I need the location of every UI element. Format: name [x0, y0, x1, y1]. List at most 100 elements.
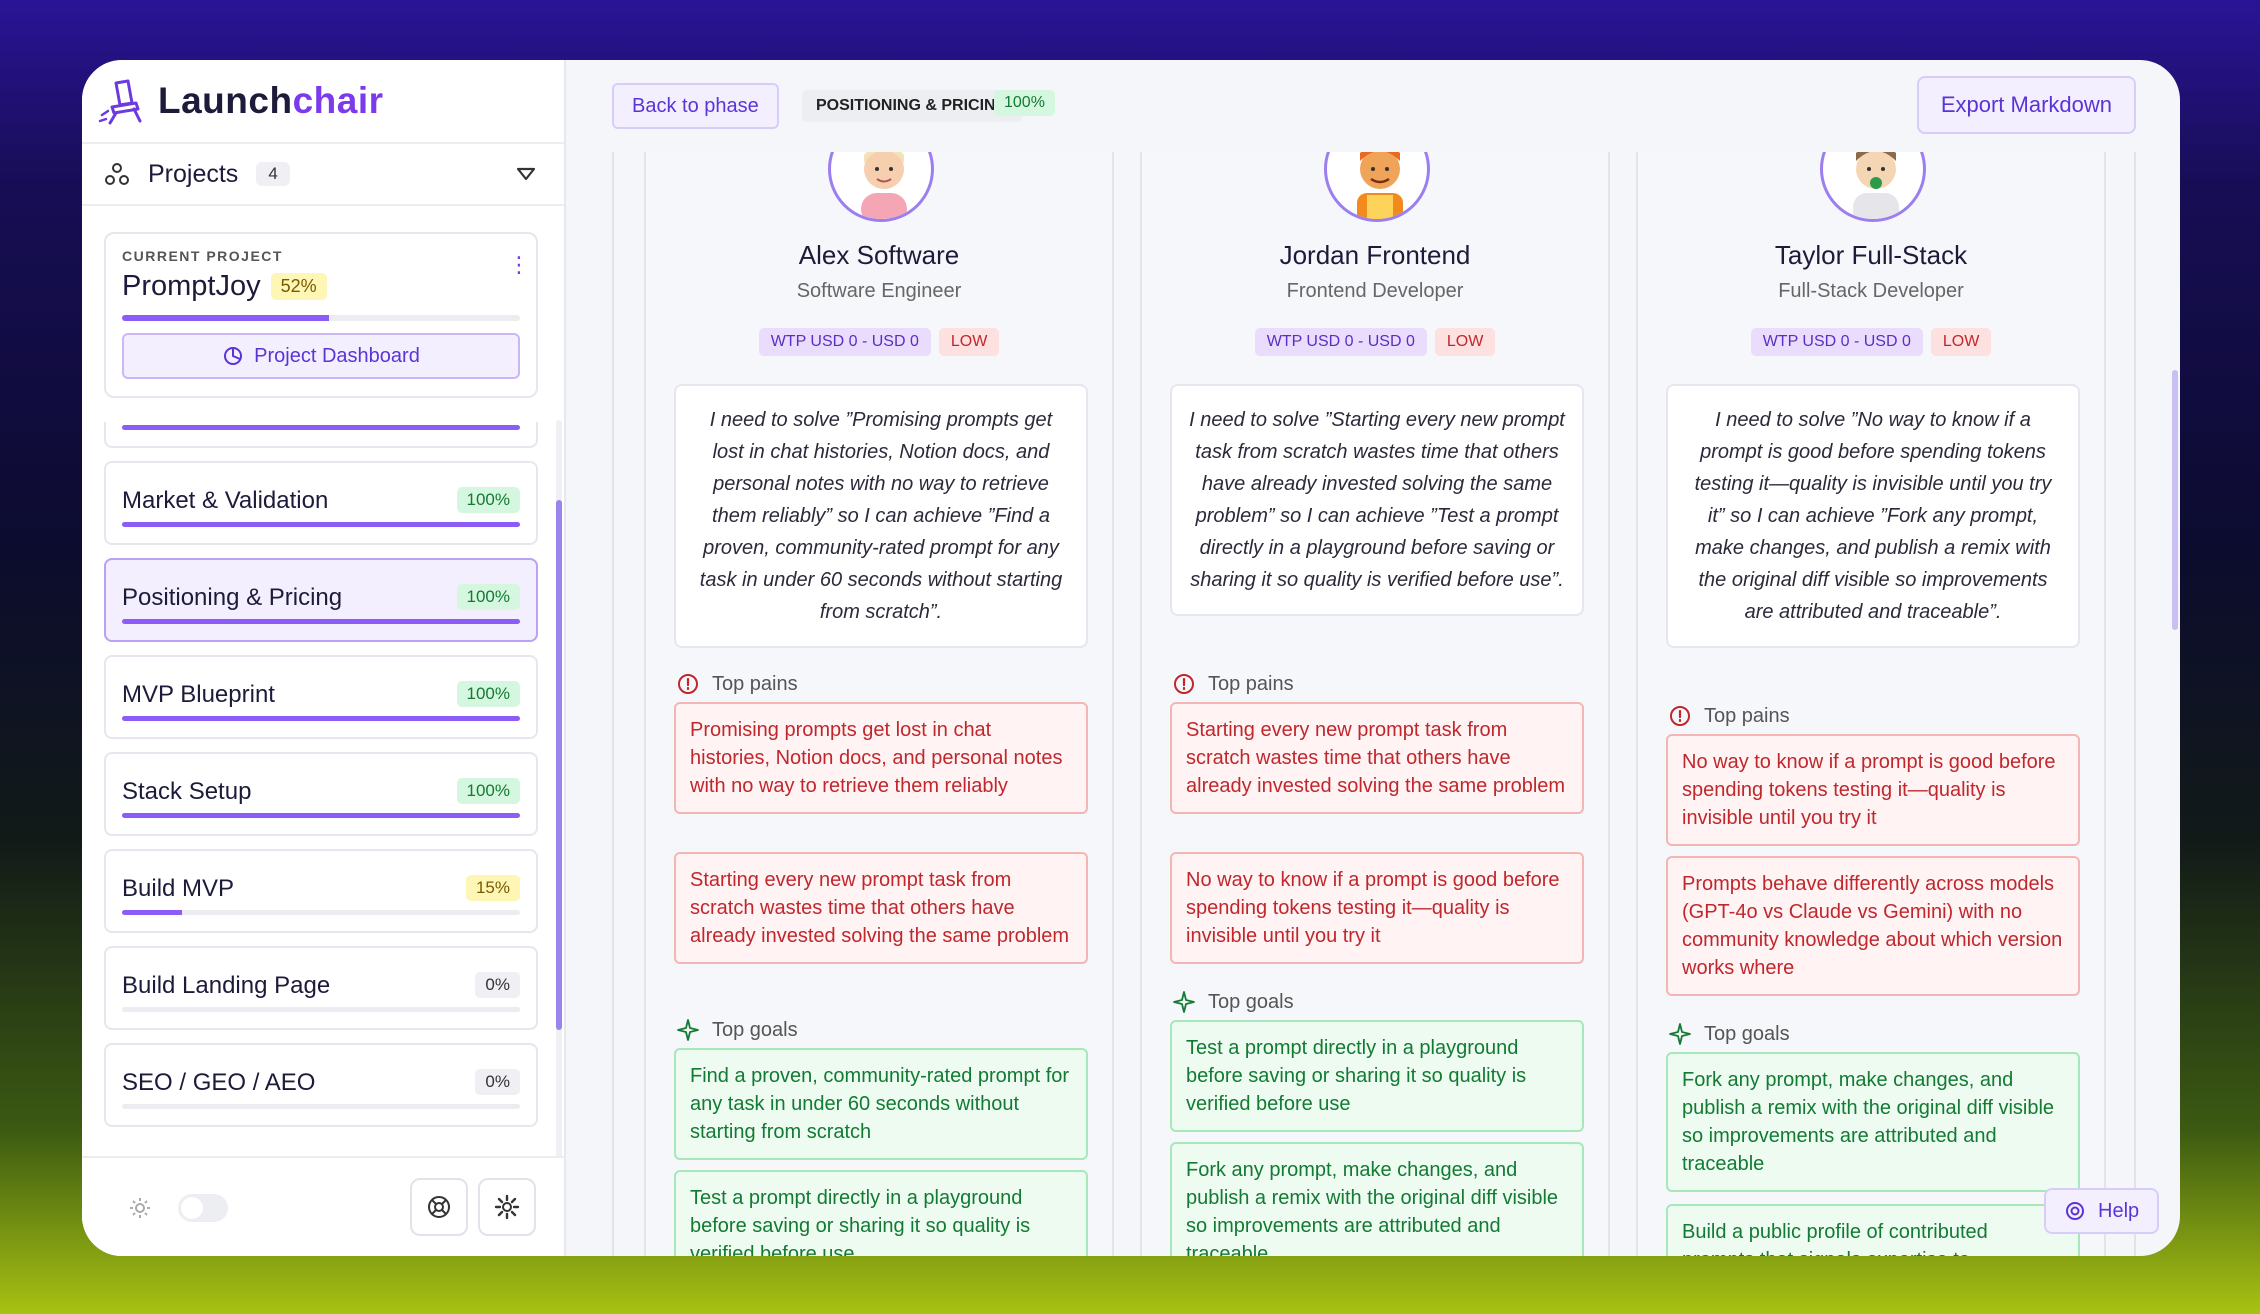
phase-label: Build MVP	[122, 875, 235, 902]
sun-icon	[130, 1198, 150, 1218]
phase-progress-bar	[122, 910, 520, 915]
persona-card: Taylor Full-Stack Full-Stack Developer W…	[1636, 152, 2106, 1256]
main-content: Back to phase POSITIONING & PRICING 100%…	[566, 60, 2180, 1256]
persona-card: Jordan Frontend Frontend Developer WTP U…	[1140, 152, 1610, 1256]
phase-item[interactable]: Stack Setup 100%	[104, 752, 538, 836]
current-project-card: CURRENT PROJECT PromptJoy 52% ⋮ Project …	[104, 232, 538, 398]
persona-role: Full-Stack Developer	[1778, 280, 1964, 302]
lifebuoy-icon	[2066, 1202, 2084, 1220]
phase-progress-bar	[122, 522, 520, 527]
top-goals-heading: Top goals	[676, 1018, 798, 1042]
goal-item: Find a proven, community-rated prompt fo…	[674, 1048, 1088, 1160]
goal-item: Fork any prompt, make changes, and publi…	[1170, 1142, 1584, 1256]
main-scrollbar[interactable]	[2172, 370, 2178, 630]
persona-avatar	[1324, 152, 1430, 222]
help-button[interactable]: Help	[2044, 1188, 2160, 1234]
pain-item: Promising prompts get lost in chat histo…	[674, 702, 1088, 814]
phase-progress-bar	[122, 1007, 520, 1012]
top-pains-heading: Top pains	[676, 672, 798, 696]
phase-item[interactable]: SEO / GEO / AEO 0%	[104, 1043, 538, 1127]
persona-quote: I need to solve ”Promising prompts get l…	[674, 384, 1088, 648]
persona-avatar	[828, 152, 934, 222]
chair-logo-icon	[98, 79, 142, 125]
priority-badge: LOW	[1930, 328, 1992, 356]
phase-item[interactable]: Positioning & Pricing 100%	[104, 558, 538, 642]
current-project-name: PromptJoy	[122, 270, 261, 302]
phase-progress-bar	[122, 716, 520, 721]
alert-circle-icon	[1670, 706, 1690, 726]
current-project-progress-bar	[122, 315, 520, 321]
pain-item: Starting every new prompt task from scra…	[1170, 702, 1584, 814]
top-goals-heading: Top goals	[1668, 1022, 1790, 1046]
persona-avatar	[1820, 152, 1926, 222]
goal-item: Test a prompt directly in a playground b…	[1170, 1020, 1584, 1132]
phase-progress-badge: 100%	[994, 90, 1055, 116]
projects-label: Projects	[148, 159, 239, 188]
phase-progress-badge: 15%	[465, 875, 520, 901]
persona-role: Software Engineer	[796, 280, 962, 302]
persona-name: Taylor Full-Stack	[1774, 240, 1968, 270]
app-name: Launchchair	[158, 80, 384, 121]
project-dashboard-button[interactable]: Project Dashboard	[122, 333, 520, 379]
phase-item[interactable]: MVP Blueprint 100%	[104, 655, 538, 739]
persona-card: Alex Software Software Engineer WTP USD …	[644, 152, 1114, 1256]
more-options-icon[interactable]: ⋮	[508, 252, 530, 277]
goal-item: Fork any prompt, make changes, and publi…	[1666, 1052, 2080, 1192]
chevron-down-icon[interactable]	[514, 162, 538, 186]
phase-label: MVP Blueprint	[122, 681, 275, 708]
phase-progress-badge: 100%	[456, 681, 520, 707]
phase-progress-badge: 100%	[456, 584, 520, 610]
persona-role: Frontend Developer	[1286, 280, 1464, 302]
support-button[interactable]	[410, 1178, 468, 1236]
back-to-phase-button[interactable]: Back to phase	[612, 83, 779, 129]
pain-item: Starting every new prompt task from scra…	[674, 852, 1088, 964]
phase-item[interactable]	[104, 422, 538, 448]
lifebuoy-icon	[428, 1196, 450, 1218]
sparkle-icon	[1173, 991, 1195, 1013]
projects-icon	[105, 163, 129, 185]
export-markdown-button[interactable]: Export Markdown	[1916, 76, 2136, 134]
priority-badge: LOW	[938, 328, 1000, 356]
phase-item[interactable]: Build Landing Page 0%	[104, 946, 538, 1030]
sidebar: Launchchair Projects 4 CURRENT PROJECT P…	[82, 60, 566, 1256]
wtp-badge: WTP USD 0 - USD 0	[1254, 328, 1427, 356]
phase-label: SEO / GEO / AEO	[122, 1069, 316, 1096]
phase-label: Stack Setup	[122, 778, 252, 805]
phase-item[interactable]: Build MVP 15%	[104, 849, 538, 933]
phase-progress-bar	[122, 425, 520, 430]
phase-progress-badge: 0%	[475, 972, 520, 998]
top-pains-heading: Top pains	[1172, 672, 1294, 696]
phase-progress-bar	[122, 619, 520, 624]
app-window: Launchchair Projects 4 CURRENT PROJECT P…	[82, 60, 2180, 1256]
persona-name: Alex Software	[798, 240, 960, 270]
persona-name: Jordan Frontend	[1279, 240, 1471, 270]
top-goals-heading: Top goals	[1172, 990, 1294, 1014]
phase-tag: POSITIONING & PRICING	[802, 90, 1023, 122]
persona-quote: I need to solve ”Starting every new prom…	[1170, 384, 1584, 616]
top-pains-heading: Top pains	[1668, 704, 1790, 728]
pie-chart-icon	[224, 347, 243, 365]
sparkle-icon	[1669, 1023, 1691, 1045]
phase-progress-bar	[122, 813, 520, 818]
projects-toggle[interactable]: Projects 4	[82, 144, 564, 206]
top-toolbar: Back to phase POSITIONING & PRICING 100%…	[566, 60, 2180, 152]
projects-count-badge: 4	[256, 162, 290, 186]
persona-board: Alex Software Software Engineer WTP USD …	[612, 152, 2136, 1256]
phase-item[interactable]: Market & Validation 100%	[104, 461, 538, 545]
theme-toggle[interactable]	[178, 1194, 228, 1222]
goal-item: Test a prompt directly in a playground b…	[674, 1170, 1088, 1256]
alert-circle-icon	[1174, 674, 1194, 694]
app-logo[interactable]: Launchchair	[82, 60, 564, 144]
sidebar-footer	[82, 1156, 564, 1256]
current-project-progress-badge: 52%	[270, 273, 327, 300]
pain-item: No way to know if a prompt is good befor…	[1666, 734, 2080, 846]
settings-button[interactable]	[478, 1178, 536, 1236]
phase-label: Build Landing Page	[122, 972, 331, 999]
goal-item: Build a public profile of contributed pr…	[1666, 1204, 2080, 1256]
phase-label: Market & Validation	[122, 487, 329, 514]
priority-badge: LOW	[1434, 328, 1496, 356]
phase-progress-badge: 100%	[456, 487, 520, 513]
sidebar-scrollbar[interactable]	[556, 420, 562, 1160]
wtp-badge: WTP USD 0 - USD 0	[1750, 328, 1923, 356]
current-project-caption: CURRENT PROJECT	[122, 248, 283, 264]
